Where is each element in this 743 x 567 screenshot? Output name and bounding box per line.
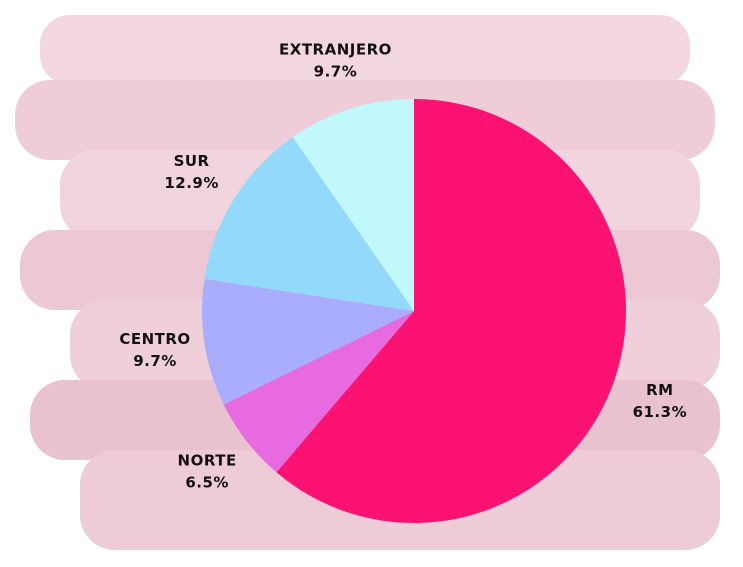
slice-value: 9.7%: [314, 63, 358, 81]
pie-slice: [223, 311, 414, 473]
pie-slice: [292, 99, 414, 311]
slice-label: CENTRO: [119, 330, 190, 348]
slice-label: NORTE: [178, 451, 237, 469]
slice-value: 9.7%: [133, 352, 177, 370]
slice-label: SUR: [174, 152, 210, 170]
slice-label: EXTRANJERO: [279, 41, 392, 59]
slice-label: RM: [646, 381, 673, 399]
slice-value: 61.3%: [633, 403, 688, 421]
pie-slice: [204, 137, 414, 311]
pie-slice: [201, 278, 414, 405]
slice-value: 12.9%: [164, 174, 219, 192]
pie-slice: [276, 99, 626, 523]
slice-value: 6.5%: [185, 473, 229, 491]
